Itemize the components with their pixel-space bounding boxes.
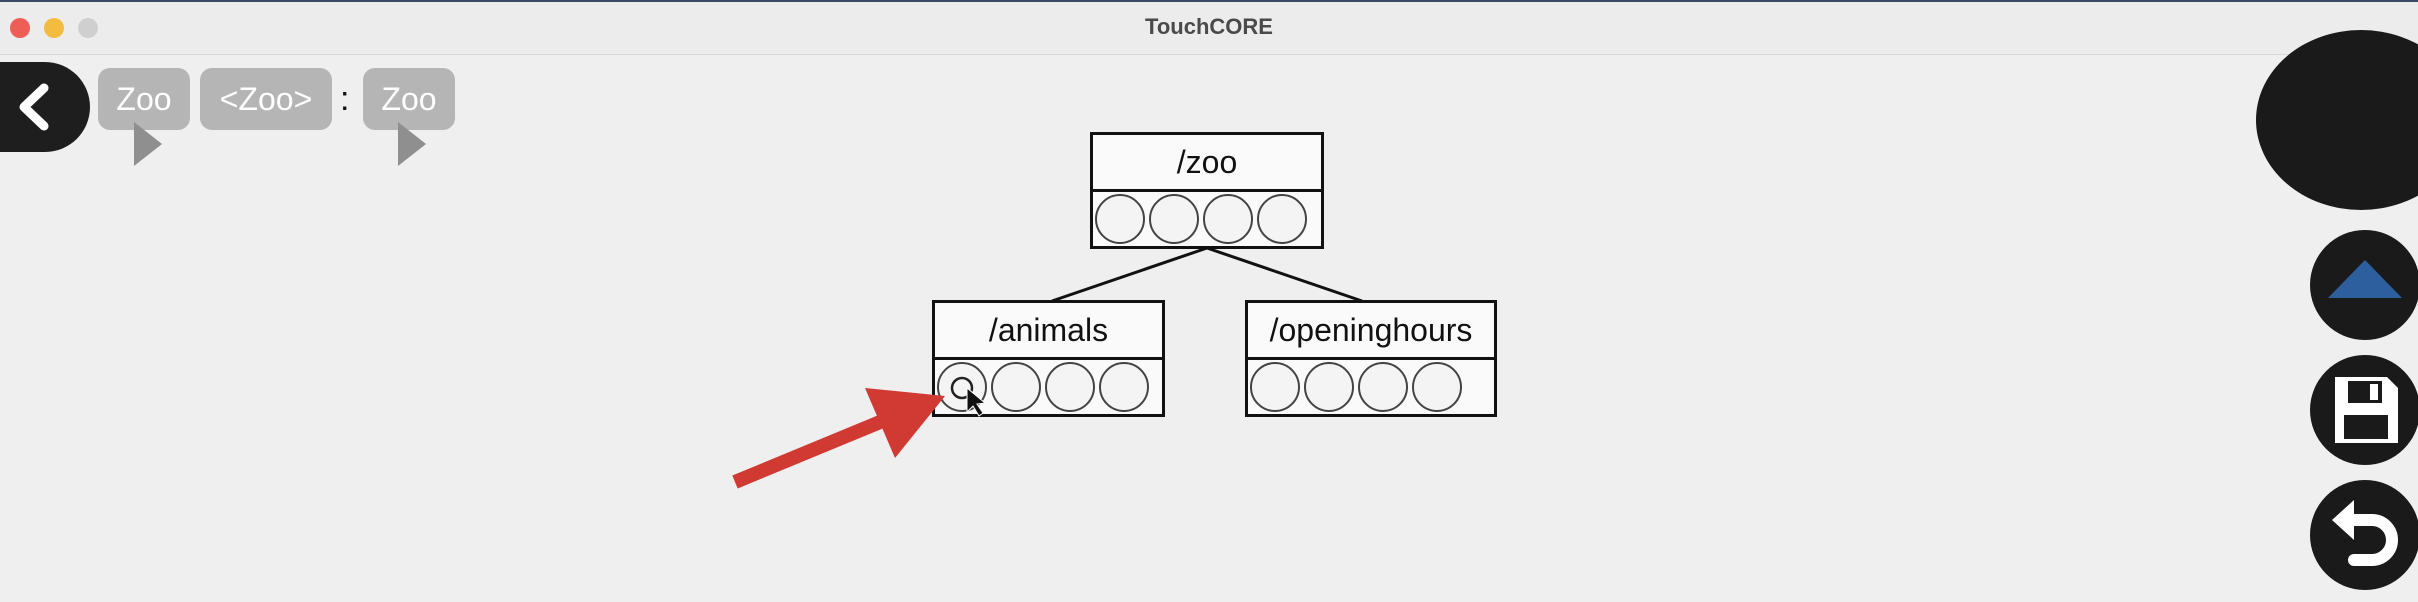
node-slot[interactable] [1412, 362, 1462, 412]
close-window-button[interactable] [10, 18, 30, 38]
window-title: TouchCORE [1145, 14, 1273, 39]
breadcrumb-item-zoo-generic[interactable]: <Zoo> [200, 68, 332, 130]
collapse-button[interactable] [2310, 230, 2418, 340]
node-slot[interactable] [1045, 362, 1095, 412]
annotation-arrow [732, 376, 985, 489]
node-slot[interactable] [1095, 194, 1145, 244]
expand-arrow-icon[interactable] [398, 122, 426, 166]
node-slot[interactable] [1203, 194, 1253, 244]
title-bar: TouchCORE [0, 0, 2418, 55]
node-slot[interactable] [1250, 362, 1300, 412]
back-button[interactable] [0, 62, 90, 152]
menu-button[interactable] [2256, 30, 2418, 210]
breadcrumb-item-zoo-2[interactable]: Zoo [363, 68, 455, 130]
breadcrumb-item-zoo[interactable]: Zoo [98, 68, 190, 130]
save-button[interactable] [2310, 355, 2418, 465]
undo-icon [2332, 500, 2398, 566]
node-slot[interactable] [991, 362, 1041, 412]
undo-button[interactable] [2310, 480, 2418, 590]
collapse-triangle-icon [2328, 260, 2402, 298]
node-slot[interactable] [1149, 194, 1199, 244]
minimize-window-button[interactable] [44, 18, 64, 38]
node-label: /zoo [1093, 135, 1321, 192]
node-slot[interactable] [1257, 194, 1307, 244]
expand-arrow-icon[interactable] [134, 122, 162, 166]
node-slot[interactable] [1099, 362, 1149, 412]
save-icon [2335, 377, 2398, 443]
breadcrumb-separator: : [340, 80, 350, 118]
node-slot[interactable] [1358, 362, 1408, 412]
maximize-window-button[interactable] [78, 18, 98, 38]
node-zoo[interactable]: /zoo [1090, 132, 1324, 249]
mouse-cursor-icon [950, 376, 985, 417]
node-slot[interactable] [1304, 362, 1354, 412]
node-label: /openinghours [1248, 303, 1494, 360]
node-label: /animals [935, 303, 1162, 360]
back-chevron-icon [19, 83, 49, 131]
node-openinghours[interactable]: /openinghours [1245, 300, 1497, 417]
